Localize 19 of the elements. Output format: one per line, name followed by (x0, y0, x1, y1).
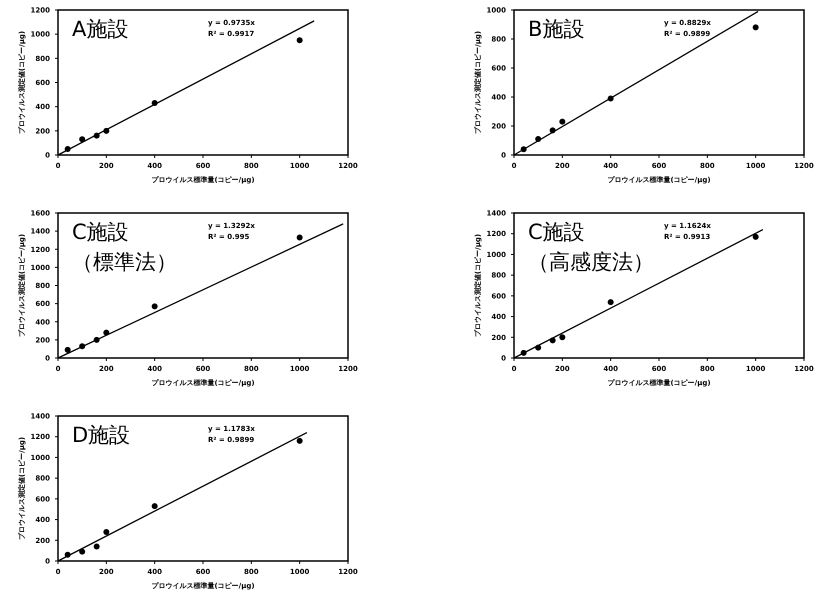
point (608, 299, 614, 306)
point (64, 346, 71, 353)
point (152, 303, 158, 310)
chart-title: D施設 (72, 423, 130, 447)
chart-title: A施設 (72, 17, 128, 41)
chart-title: B施設 (528, 17, 584, 41)
point (752, 234, 759, 240)
point (296, 234, 303, 240)
point (94, 544, 100, 550)
point (559, 118, 566, 125)
point (152, 503, 158, 510)
point (296, 37, 303, 44)
point (559, 334, 566, 340)
point (296, 438, 303, 444)
text: C施設（高感度法） (528, 220, 654, 274)
point (103, 529, 110, 535)
text: C施設（標準法） (72, 220, 177, 274)
point (79, 548, 86, 555)
point (752, 24, 759, 30)
